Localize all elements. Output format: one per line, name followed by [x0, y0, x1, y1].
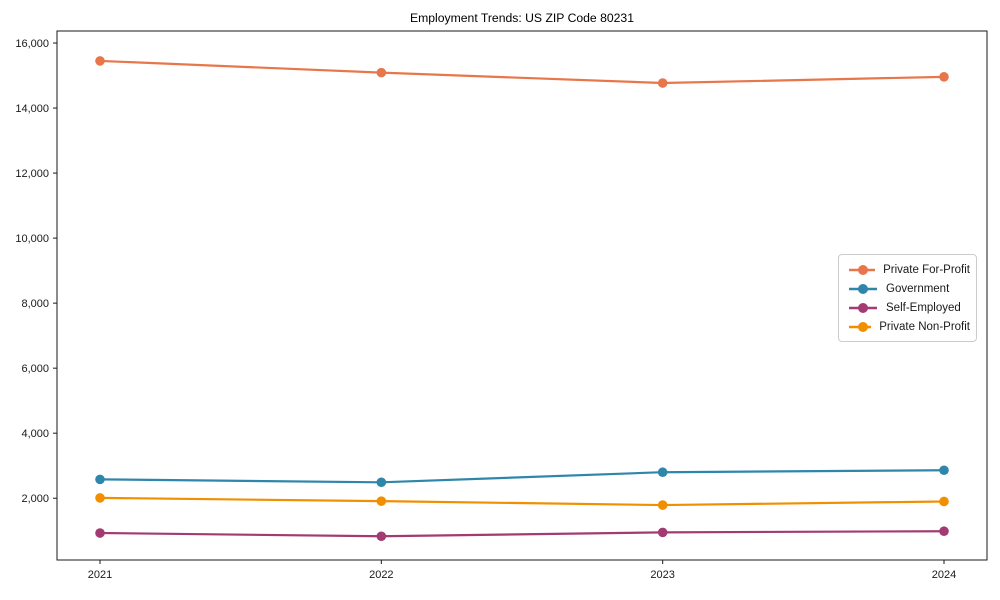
y-tick-label: 12,000 [15, 168, 49, 180]
legend-item-private-for-profit: Private For-Profit [848, 260, 970, 279]
data-point-self-employed-2021 [95, 528, 105, 538]
legend-item-private-non-profit: Private Non-Profit [848, 317, 970, 336]
data-point-self-employed-2024 [939, 526, 949, 537]
x-tick-label: 2024 [932, 569, 956, 581]
y-tick-label: 8,000 [21, 298, 49, 310]
series-private-for-profit [95, 56, 949, 88]
x-tick-label: 2022 [369, 569, 393, 581]
data-point-private-non-profit-2022 [376, 496, 387, 506]
series-line-government [98, 469, 946, 484]
data-point-private-for-profit-2021 [95, 56, 105, 66]
legend-label: Self-Employed [886, 301, 961, 314]
y-tick-label: 16,000 [15, 38, 49, 50]
data-point-private-non-profit-2024 [939, 496, 949, 507]
y-tick-label: 10,000 [15, 233, 49, 245]
legend-label: Private Non-Profit [879, 320, 970, 333]
y-tick-label: 14,000 [15, 103, 49, 115]
series-government [95, 465, 949, 488]
legend-label: Government [886, 282, 950, 295]
series-line-private-for-profit [98, 59, 946, 85]
series-lines [95, 56, 949, 542]
data-point-private-for-profit-2022 [376, 67, 387, 78]
data-point-private-non-profit-2021 [95, 493, 105, 503]
legend-marker-government-icon [849, 283, 877, 294]
x-tick-label: 2023 [650, 569, 674, 581]
data-point-government-2024 [939, 465, 949, 476]
data-point-private-for-profit-2023 [657, 78, 668, 88]
chart-title: Employment Trends: US ZIP Code 80231 [410, 11, 634, 25]
series-line-self-employed [98, 530, 946, 538]
data-point-government-2023 [657, 467, 668, 478]
legend-item-government: Government [848, 279, 970, 298]
legend-marker-private-for-profit-icon [849, 264, 876, 275]
x-tick-label: 2021 [88, 569, 112, 581]
series-private-non-profit [95, 493, 949, 510]
y-tick-label: 6,000 [21, 363, 49, 375]
legend-marker-self-employed-icon [849, 302, 877, 313]
data-point-private-for-profit-2024 [939, 72, 949, 82]
legend-marker-private-non-profit-icon [849, 321, 872, 332]
legend-label: Private For-Profit [883, 263, 970, 276]
y-tick-label: 4,000 [21, 428, 49, 440]
data-point-private-non-profit-2023 [657, 500, 668, 510]
plot-area-border [56, 30, 988, 561]
series-self-employed [95, 526, 949, 542]
legend: Private For-Profit Government Self-Employe… [838, 254, 977, 342]
data-point-self-employed-2022 [376, 531, 387, 542]
legend-item-self-employed: Self-Employed [848, 298, 970, 317]
y-tick-label: 2,000 [21, 493, 49, 505]
data-point-government-2021 [95, 474, 105, 485]
data-point-government-2022 [376, 477, 387, 488]
data-point-self-employed-2023 [657, 527, 668, 538]
series-line-private-non-profit [98, 496, 946, 507]
axes: 2,000 4,000 6,000 8,000 10,000 12,000 14,000 16… [15, 30, 988, 581]
